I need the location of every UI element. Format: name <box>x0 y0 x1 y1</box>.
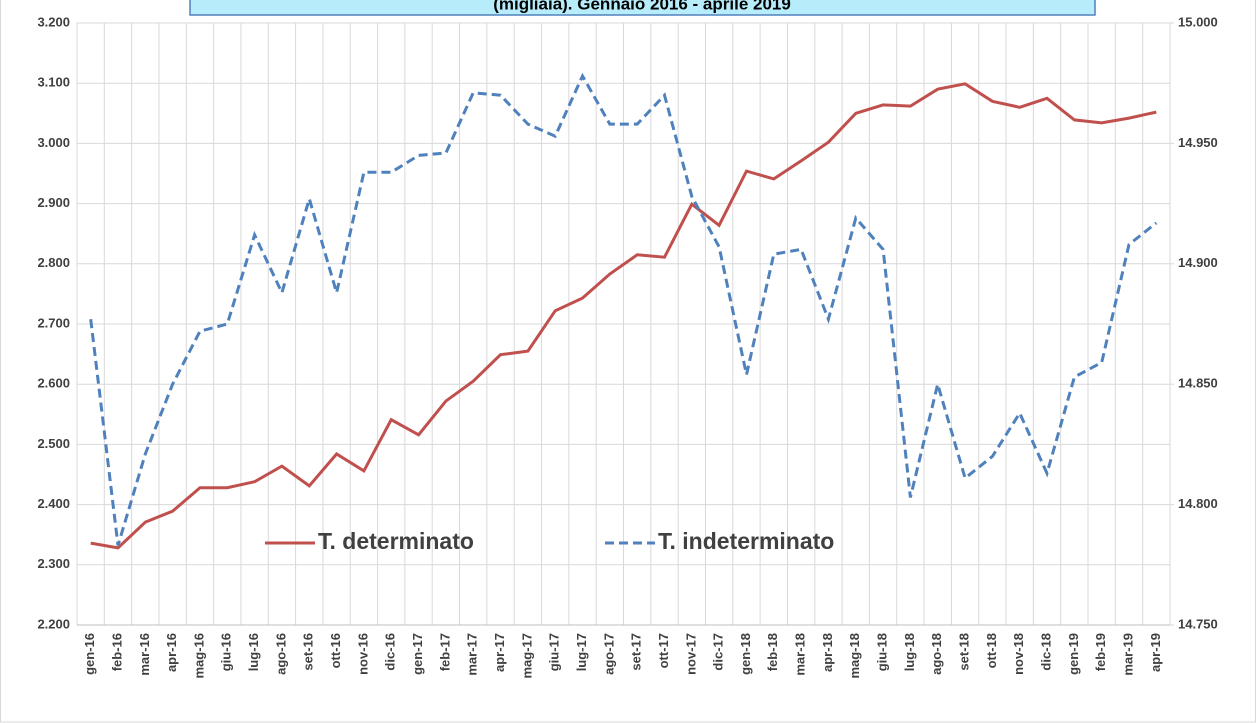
x-tick-label: mar-19 <box>1120 633 1135 676</box>
x-tick-label: lug-16 <box>246 633 261 671</box>
x-tick-label: mag-16 <box>191 633 206 679</box>
y-tick-label: 2.600 <box>37 376 70 391</box>
y-tick-label: 2.500 <box>37 436 70 451</box>
y-tick-label: 3.000 <box>37 135 70 150</box>
x-tick-label: ott-16 <box>328 633 343 668</box>
x-tick-label: dic-17 <box>711 633 726 671</box>
x-tick-label: apr-18 <box>820 633 835 672</box>
series-line <box>90 82 1157 550</box>
y-tick-label: 3.100 <box>37 75 70 90</box>
x-tick-label: set-17 <box>629 633 644 671</box>
y2-tick-label: 15.000 <box>1178 14 1218 29</box>
x-tick-label: gen-17 <box>410 633 425 675</box>
x-tick-label: feb-18 <box>765 633 780 671</box>
x-tick-label: set-18 <box>957 633 972 671</box>
y2-tick-label: 14.750 <box>1178 616 1218 631</box>
x-tick-label: giu-18 <box>875 633 890 671</box>
series-line <box>89 72 1158 546</box>
chart-title: (migliaia). Gennaio 2016 - aprile 2019 <box>493 0 791 13</box>
y-tick-label: 2.300 <box>37 556 70 571</box>
x-tick-label: gen-19 <box>1066 633 1081 675</box>
x-tick-label: apr-16 <box>164 633 179 672</box>
x-tick-label: ago-17 <box>601 633 616 675</box>
y-tick-label: 2.800 <box>37 255 70 270</box>
x-tick-label: gen-18 <box>738 633 753 675</box>
x-tick-label: mag-18 <box>847 633 862 679</box>
x-tick-label: nov-17 <box>683 633 698 675</box>
y-tick-label: 2.700 <box>37 315 70 330</box>
y2-tick-label: 14.800 <box>1178 496 1218 511</box>
x-tick-label: lug-17 <box>574 633 589 671</box>
x-tick-label: giu-16 <box>219 633 234 671</box>
title-box <box>189 0 1096 16</box>
x-tick-label: dic-18 <box>1038 633 1053 671</box>
y-tick-label: 2.400 <box>37 496 70 511</box>
x-tick-label: gen-16 <box>82 633 97 675</box>
x-tick-label: giu-17 <box>547 633 562 671</box>
y-tick-label: 2.200 <box>37 616 70 631</box>
y-tick-label: 2.900 <box>37 195 70 210</box>
x-tick-label: feb-16 <box>109 633 124 671</box>
legend-label: T. indeterminato <box>658 528 834 554</box>
x-tick-label: ott-17 <box>656 633 671 668</box>
x-tick-label: mar-18 <box>793 633 808 676</box>
x-tick-label: mar-16 <box>137 633 152 676</box>
y2-tick-label: 14.950 <box>1178 135 1218 150</box>
x-tick-label: set-16 <box>301 633 316 671</box>
x-tick-label: ago-18 <box>929 633 944 675</box>
x-tick-label: lug-18 <box>902 633 917 671</box>
x-tick-label: mag-17 <box>519 633 534 679</box>
x-tick-label: feb-17 <box>437 633 452 671</box>
x-tick-label: nov-16 <box>355 633 370 675</box>
x-tick-label: apr-19 <box>1148 633 1163 672</box>
plot: 2.200 2.300 2.400 2.500 2.600 2.700 2.800 2.900… <box>37 14 1217 678</box>
x-tick-label: feb-19 <box>1093 633 1108 671</box>
x-tick-label: ott-18 <box>984 633 999 668</box>
x-tick-label: nov-18 <box>1011 633 1026 675</box>
x-tick-label: apr-17 <box>492 633 507 672</box>
y-tick-label: 3.200 <box>37 14 70 29</box>
x-tick-label: ago-16 <box>273 633 288 675</box>
y2-tick-label: 14.900 <box>1178 255 1218 270</box>
legend-label: T. determinato <box>318 528 474 554</box>
y2-tick-label: 14.850 <box>1178 376 1218 391</box>
x-tick-label: mar-17 <box>465 633 480 676</box>
x-tick-label: dic-16 <box>383 633 398 671</box>
